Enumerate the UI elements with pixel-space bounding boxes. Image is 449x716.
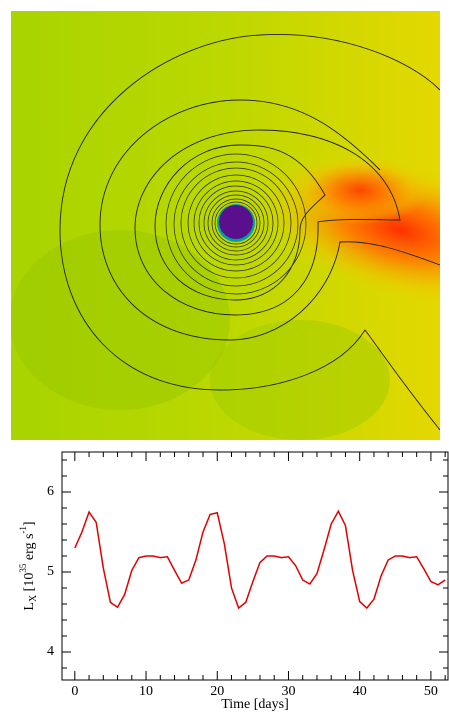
y-label-part: 35 — [18, 563, 28, 573]
y-label-part: X — [28, 594, 39, 602]
x-tick-label: 20 — [210, 684, 224, 699]
y-tick-label: 4 — [47, 644, 54, 659]
x-tick-label: 0 — [71, 684, 78, 699]
x-axis-label: Time [days] — [221, 697, 289, 712]
y-label-part: ] — [22, 521, 37, 526]
x-tick-label: 10 — [139, 684, 153, 699]
y-label-part: -1 — [18, 526, 28, 534]
y-label-part: erg s — [22, 534, 37, 564]
y-tick-label: 6 — [47, 484, 54, 499]
y-tick-label: 5 — [47, 564, 54, 579]
data-line — [74, 509, 446, 610]
plot-frame — [61, 451, 449, 681]
y-label-part: [10 — [22, 573, 37, 595]
x-tick-label: 50 — [424, 684, 438, 699]
x-tick-label: 30 — [281, 684, 295, 699]
y-axis-label: LX [1035 erg s-1] — [18, 521, 39, 610]
simulation-image — [11, 11, 440, 440]
y-label-part: L — [22, 602, 37, 611]
x-tick-label: 40 — [353, 684, 367, 699]
